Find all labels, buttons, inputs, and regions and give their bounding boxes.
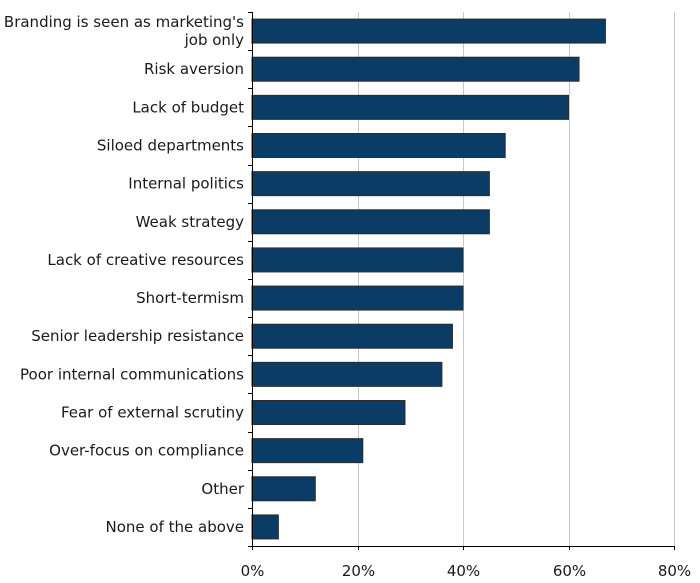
x-tick-label: 0% — [241, 562, 265, 580]
tick-labels: 0% 20% 40% 60% 80% — [241, 562, 692, 580]
bars — [251, 18, 606, 540]
x-tick-label: 80% — [658, 562, 691, 580]
bar — [251, 247, 464, 273]
bar — [251, 400, 406, 425]
bar — [251, 438, 364, 464]
x-tick-label: 40% — [447, 562, 480, 580]
category-label: Senior leadership resistance — [31, 327, 244, 345]
x-tick-label: 60% — [553, 562, 586, 580]
category-label: Poor internal communications — [20, 365, 244, 383]
x-tick-label: 20% — [342, 562, 375, 580]
bar — [251, 171, 490, 197]
category-label: Risk aversion — [144, 60, 244, 78]
category-labels: Branding is seen as marketing's job only R… — [4, 13, 245, 536]
bar — [251, 514, 279, 540]
category-label: Short-termism — [136, 289, 244, 307]
category-label: Lack of budget — [132, 98, 244, 116]
bar — [251, 133, 506, 158]
category-label: None of the above — [105, 518, 244, 536]
category-label: Siloed departments — [97, 137, 244, 155]
bar — [251, 18, 606, 44]
category-label: Other — [201, 480, 244, 498]
bar — [251, 285, 464, 311]
category-label: Internal politics — [128, 175, 244, 193]
bar — [251, 323, 453, 349]
bar — [251, 361, 443, 387]
category-label: Over-focus on compliance — [49, 442, 244, 460]
bar — [251, 56, 580, 82]
category-label: Lack of creative resources — [47, 251, 244, 269]
bar — [251, 94, 569, 120]
category-label: Fear of external scrutiny — [61, 404, 244, 422]
category-label: Branding is seen as marketing's job only — [4, 13, 244, 49]
bar — [251, 209, 490, 235]
category-label: Weak strategy — [136, 213, 245, 231]
axes — [248, 12, 675, 550]
bar — [251, 476, 316, 502]
gridlines — [358, 12, 675, 546]
